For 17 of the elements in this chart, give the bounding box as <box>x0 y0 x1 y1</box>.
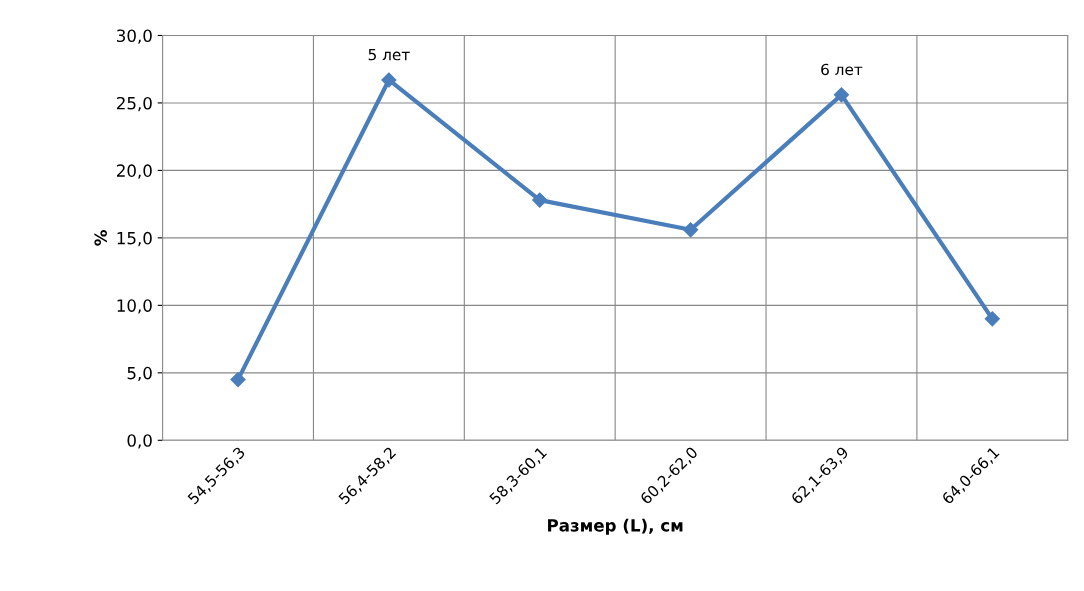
y-tick-label: 5,0 <box>127 366 152 382</box>
y-tick-label: 0,0 <box>127 434 152 449</box>
y-tick-label: 30,0 <box>117 29 152 44</box>
point <box>532 192 548 208</box>
x-axis-title: Размер (L), см <box>548 518 683 535</box>
annotation: 5 лет <box>368 49 410 61</box>
point <box>683 222 699 238</box>
y-tick-label: 25,0 <box>116 96 152 112</box>
annotation: 6 лет <box>821 63 863 76</box>
y-tick-label: 10,0 <box>117 299 152 314</box>
y-tick-label: 20,0 <box>116 164 152 179</box>
y-axis-title: % <box>94 230 107 246</box>
point <box>230 371 246 388</box>
point <box>381 72 397 88</box>
point <box>984 311 1000 327</box>
y-tick-label: 15,0 <box>117 231 152 247</box>
point <box>833 87 850 103</box>
